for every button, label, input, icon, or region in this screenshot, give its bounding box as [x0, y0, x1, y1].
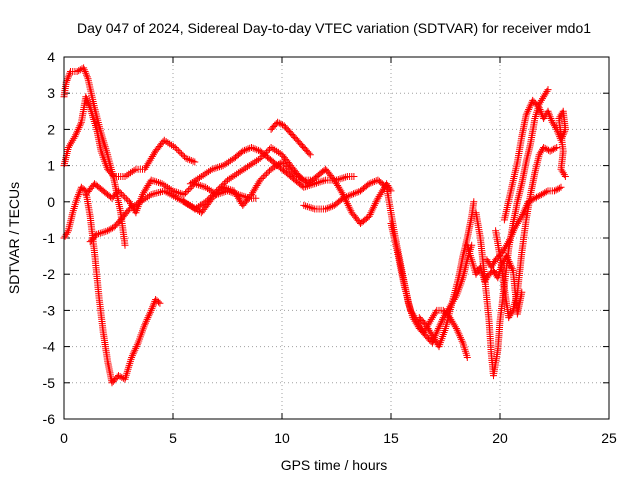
data-point-markers — [415, 198, 478, 351]
data-series — [60, 64, 569, 387]
series-track-8 — [180, 144, 395, 227]
x-tick-label: 15 — [383, 430, 399, 446]
data-point-markers — [186, 144, 358, 191]
data-point-markers — [60, 183, 164, 387]
series-track-15 — [483, 183, 565, 271]
y-tick-label: 4 — [47, 49, 55, 65]
series-track-16 — [500, 96, 569, 224]
series-track-14 — [492, 144, 561, 322]
y-tick-label: 2 — [47, 121, 55, 137]
data-point-markers — [500, 96, 569, 224]
y-tick-label: 3 — [47, 85, 55, 101]
y-axis-label: SDTVAR / TECUs — [6, 182, 22, 294]
data-point-markers — [483, 183, 565, 271]
y-tick-label: -1 — [43, 230, 56, 246]
chart-title: Day 047 of 2024, Sidereal Day-to-day VTE… — [77, 20, 591, 36]
series-track-7 — [267, 118, 314, 159]
y-tick-label: -6 — [43, 411, 56, 427]
x-tick-label: 20 — [492, 430, 508, 446]
x-axis-label: GPS time / hours — [281, 457, 388, 473]
y-tick-label: -2 — [43, 266, 56, 282]
data-point-markers — [180, 144, 395, 227]
y-tick-label: -5 — [43, 375, 56, 391]
plot-frame — [63, 56, 610, 420]
data-point-markers — [267, 118, 314, 159]
series-track-6 — [186, 144, 358, 191]
data-point-markers — [492, 144, 561, 322]
data-point-markers — [60, 93, 199, 180]
y-tick-label: 0 — [47, 194, 55, 210]
x-tick-label: 10 — [274, 430, 290, 446]
y-tick-label: -3 — [43, 302, 56, 318]
x-tick-label: 25 — [601, 430, 617, 446]
y-tick-label: 1 — [47, 158, 55, 174]
series-track-2 — [60, 93, 199, 180]
x-tick-label: 5 — [169, 430, 177, 446]
series-track-11 — [415, 198, 478, 351]
x-tick-label: 0 — [60, 430, 68, 446]
axis-ticks: 0 5 10 15 20 25 -6 -5 -4 -3 -2 -1 0 1 2 3 4 — [43, 49, 617, 446]
series-track-3 — [60, 183, 164, 387]
y-tick-label: -4 — [43, 339, 56, 355]
